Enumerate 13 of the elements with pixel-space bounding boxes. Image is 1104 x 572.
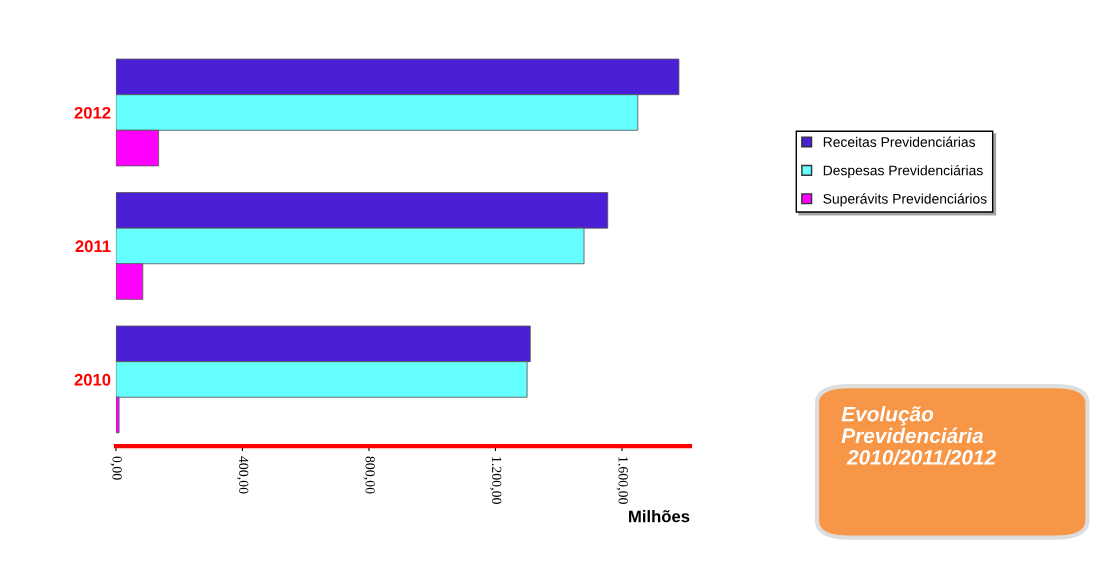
text: Evolução Previdenciária 2010/2011/2012 <box>841 406 996 465</box>
y-tick-label: 2010 <box>74 373 111 386</box>
x-tick-label: 0,00 <box>110 456 122 480</box>
legend-label: Superávits Previdenciários <box>823 193 987 207</box>
y-tick-label: 2011 <box>75 240 111 253</box>
x-tick-label: 1.600,00 <box>616 457 628 504</box>
x-tick-label: 1.200,00 <box>490 457 502 504</box>
x-tick-label: 800,00 <box>363 456 375 494</box>
x-tick-label: 400,00 <box>236 456 249 494</box>
legend-label: Receitas Previdenciárias <box>823 136 976 147</box>
x-axis-title: Milhões <box>629 510 690 523</box>
legend-label: Despesas Previdenciárias <box>823 164 983 179</box>
y-tick-label: 2012 <box>74 106 111 119</box>
